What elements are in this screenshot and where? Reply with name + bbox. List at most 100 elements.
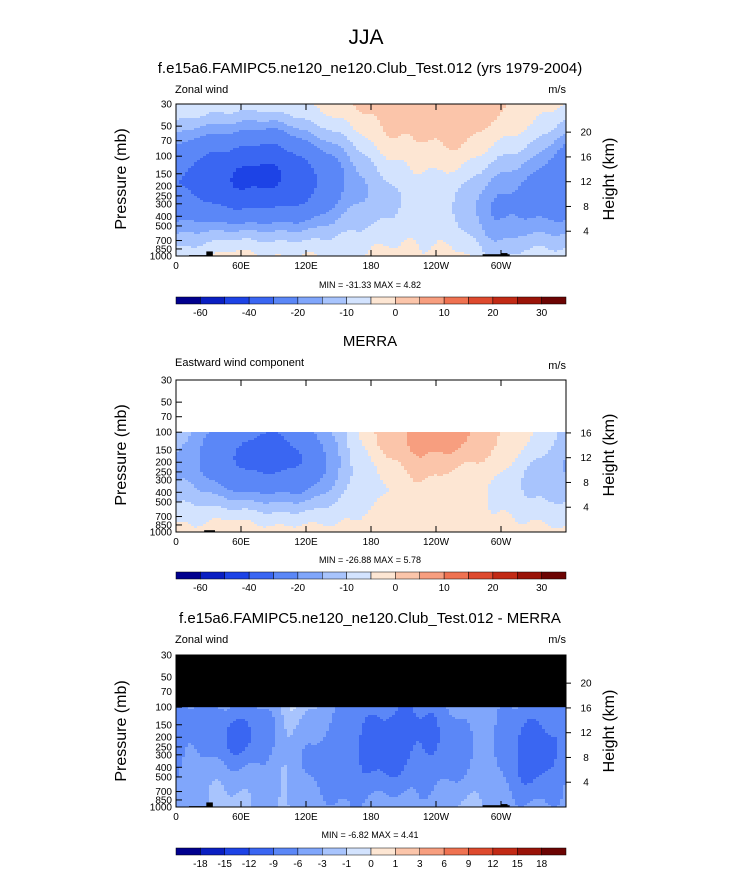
field-cell bbox=[311, 118, 314, 120]
field-cell bbox=[377, 120, 380, 122]
field-cell bbox=[437, 106, 440, 108]
field-cell bbox=[380, 120, 383, 122]
field-cell bbox=[491, 124, 494, 126]
field-cell bbox=[275, 112, 278, 114]
field-cell bbox=[518, 130, 521, 132]
field-cell bbox=[338, 126, 341, 128]
field-cell bbox=[293, 114, 296, 116]
field-cell bbox=[302, 108, 305, 110]
field-cell bbox=[419, 110, 422, 112]
field-cell bbox=[383, 108, 386, 110]
field-cell bbox=[203, 120, 206, 122]
field-cell bbox=[185, 130, 188, 132]
field-cell bbox=[251, 120, 254, 122]
field-cell bbox=[380, 126, 383, 128]
field-cell bbox=[290, 128, 293, 130]
field-cell bbox=[551, 116, 554, 118]
field-cell bbox=[311, 120, 314, 122]
field-cell bbox=[365, 120, 368, 122]
field-cell bbox=[236, 108, 239, 110]
field-cell bbox=[515, 124, 518, 126]
field-cell bbox=[515, 114, 518, 116]
field-cell bbox=[386, 122, 389, 124]
field-cell bbox=[479, 116, 482, 118]
field-cell bbox=[527, 128, 530, 130]
field-cell bbox=[335, 130, 338, 132]
field-cell bbox=[311, 106, 314, 108]
field-cell bbox=[461, 122, 464, 124]
field-cell bbox=[179, 128, 182, 130]
field-cell bbox=[458, 124, 461, 126]
field-cell bbox=[236, 110, 239, 112]
field-cell bbox=[365, 106, 368, 108]
field-cell bbox=[272, 128, 275, 130]
field-cell bbox=[224, 130, 227, 132]
field-cell bbox=[332, 116, 335, 118]
field-cell bbox=[347, 122, 350, 124]
field-cell bbox=[302, 116, 305, 118]
field-cell bbox=[440, 120, 443, 122]
field-cell bbox=[560, 106, 563, 108]
field-cell bbox=[458, 106, 461, 108]
field-cell bbox=[482, 110, 485, 112]
field-cell bbox=[362, 114, 365, 116]
field-cell bbox=[212, 114, 215, 116]
field-cell bbox=[299, 128, 302, 130]
field-cell bbox=[266, 122, 269, 124]
field-cell bbox=[374, 122, 377, 124]
field-cell bbox=[461, 116, 464, 118]
field-cell bbox=[269, 122, 272, 124]
field-cell bbox=[467, 110, 470, 112]
field-cell bbox=[224, 108, 227, 110]
field-cell bbox=[467, 114, 470, 116]
field-cell bbox=[251, 116, 254, 118]
field-cell bbox=[449, 120, 452, 122]
field-cell bbox=[296, 122, 299, 124]
field-cell bbox=[350, 128, 353, 130]
field-cell bbox=[419, 124, 422, 126]
field-cell bbox=[278, 124, 281, 126]
field-cell bbox=[359, 112, 362, 114]
field-cell bbox=[236, 114, 239, 116]
field-cell bbox=[401, 108, 404, 110]
field-cell bbox=[485, 112, 488, 114]
field-cell bbox=[482, 112, 485, 114]
field-cell bbox=[362, 118, 365, 120]
field-cell bbox=[464, 122, 467, 124]
field-cell bbox=[182, 130, 185, 132]
field-cell bbox=[554, 112, 557, 114]
field-cell bbox=[230, 116, 233, 118]
field-cell bbox=[506, 122, 509, 124]
field-cell bbox=[248, 106, 251, 108]
field-cell bbox=[350, 130, 353, 132]
field-cell bbox=[308, 108, 311, 110]
panel-title: f.e15a6.FAMIPC5.ne120_ne120.Club_Test.01… bbox=[158, 60, 582, 77]
field-cell bbox=[509, 120, 512, 122]
field-cell bbox=[389, 118, 392, 120]
field-cell bbox=[224, 126, 227, 128]
field-cell bbox=[407, 128, 410, 130]
field-cell bbox=[536, 126, 539, 128]
field-cell bbox=[407, 106, 410, 108]
field-cell bbox=[491, 116, 494, 118]
field-cell bbox=[476, 118, 479, 120]
field-cell bbox=[494, 118, 497, 120]
field-cell bbox=[335, 128, 338, 130]
field-cell bbox=[305, 126, 308, 128]
field-cell bbox=[278, 126, 281, 128]
field-cell bbox=[401, 112, 404, 114]
field-cell bbox=[452, 122, 455, 124]
field-cell bbox=[419, 106, 422, 108]
field-cell bbox=[296, 112, 299, 114]
field-cell bbox=[413, 120, 416, 122]
field-cell bbox=[377, 110, 380, 112]
field-cell bbox=[245, 126, 248, 128]
field-cell bbox=[263, 128, 266, 130]
field-cell bbox=[248, 120, 251, 122]
field-cell bbox=[458, 130, 461, 132]
field-cell bbox=[413, 110, 416, 112]
field-cell bbox=[398, 126, 401, 128]
field-cell bbox=[494, 106, 497, 108]
field-cell bbox=[527, 124, 530, 126]
field-cell bbox=[218, 126, 221, 128]
